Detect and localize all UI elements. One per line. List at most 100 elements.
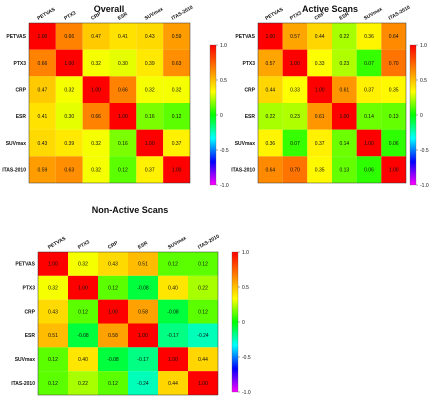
cell-value: -0.17: [137, 357, 149, 363]
cell-value: 0.22: [198, 286, 208, 292]
cell-value: 0.22: [339, 34, 349, 40]
cell-value: 1.00: [145, 141, 155, 147]
cell-value: 0.22: [78, 381, 88, 387]
heatmap-cell: [98, 347, 128, 372]
cell-value: 1.00: [38, 34, 48, 40]
cell-value: 0.32: [64, 87, 74, 93]
heatmap-cell: [82, 103, 110, 130]
cell-value: 0.32: [91, 167, 101, 173]
heatmap-cell: [98, 252, 128, 276]
cell-value: 0.12: [198, 309, 208, 315]
heatmap-cell: [55, 23, 83, 50]
cell-value: 0.06: [389, 141, 399, 147]
column-label: PETVAS: [36, 6, 57, 21]
heatmap-cell: [55, 103, 83, 130]
heatmap-cell: [38, 323, 68, 348]
colorbar-tick-label: 0: [242, 320, 245, 326]
heatmap-cell: [307, 23, 332, 50]
heatmap-cell: [109, 23, 137, 50]
heatmap-cell: [136, 156, 164, 183]
cell-value: 0.44: [198, 357, 208, 363]
cell-value: 0.47: [91, 34, 101, 40]
row-label: CRP: [15, 87, 26, 93]
heatmap-cell: [332, 76, 357, 103]
cell-value: -0.08: [167, 309, 179, 315]
cell-value: 0.12: [172, 114, 182, 120]
cell-value: 0.23: [339, 61, 349, 67]
heatmap-cell: [332, 129, 357, 157]
row-label: ITAS-2010: [11, 381, 35, 387]
cell-value: 1.00: [315, 87, 325, 93]
heatmap-cell: [188, 347, 218, 372]
cell-value: 0.37: [315, 141, 325, 147]
cell-value: 1.00: [290, 61, 300, 67]
cell-value: 1.00: [118, 114, 128, 120]
colorbar-tick-label: -0.5: [420, 148, 429, 154]
cell-value: 1.00: [172, 167, 182, 173]
colorbar: [209, 44, 217, 186]
cell-value: 0.30: [118, 61, 128, 67]
cell-value: 0.14: [364, 114, 374, 120]
heatmap-cell: [29, 103, 56, 130]
heatmap-cell: [109, 76, 137, 103]
cell-value: 0.33: [290, 87, 300, 93]
column-label: SUVmax: [363, 6, 384, 21]
cell-value: 0.37: [145, 167, 155, 173]
colorbar: [231, 251, 239, 393]
column-label: CRP: [90, 11, 103, 22]
heatmap-cell: [258, 156, 283, 183]
colorbar-tick-label: -1.0: [242, 390, 251, 396]
heatmap-cell: [258, 76, 283, 103]
cell-value: 0.40: [78, 357, 88, 363]
heatmap-cell: [381, 23, 406, 50]
row-label: PETVAS: [6, 34, 26, 40]
cell-value: 0.43: [145, 34, 155, 40]
heatmap-cell: [356, 49, 382, 77]
cell-value: -0.08: [77, 333, 89, 339]
heatmap-cell: [163, 76, 190, 103]
heatmap-cell: [128, 347, 158, 372]
heatmap-cell: [307, 129, 332, 157]
column-label: PTX3: [63, 10, 77, 22]
row-label: PTX3: [242, 61, 255, 67]
cell-value: 1.00: [138, 333, 148, 339]
cell-value: 0.64: [265, 167, 275, 173]
panel-title: Overall: [94, 4, 125, 14]
heatmap-cell: [136, 129, 164, 157]
heatmap-cell: [158, 252, 188, 276]
heatmap-cell: [98, 323, 128, 348]
colorbar-tick-label: 0.5: [420, 78, 427, 84]
heatmap-cell: [356, 76, 382, 103]
heatmap-cell: [163, 23, 190, 50]
cell-value: 0.32: [91, 61, 101, 67]
cell-value: 0.36: [364, 34, 374, 40]
heatmap-cell: [158, 275, 188, 300]
colorbar-tick-label: 1.0: [420, 43, 427, 49]
cell-value: 0.51: [138, 262, 148, 268]
heatmap-cell: [128, 275, 158, 300]
cell-value: 0.66: [64, 34, 74, 40]
cell-value: 0.70: [290, 167, 300, 173]
heatmap-cell: [356, 129, 382, 157]
column-label: ITAS-2010: [388, 5, 412, 22]
heatmap-cell: [68, 371, 98, 395]
cell-value: -0.17: [167, 333, 179, 339]
column-label: PTX3: [77, 239, 91, 251]
heatmap-cell: [158, 371, 188, 395]
cell-value: 0.12: [118, 167, 128, 173]
heatmap-cell: [98, 299, 128, 324]
cell-value: 1.00: [364, 141, 374, 147]
column-label: SUVmax: [144, 6, 165, 21]
heatmap-cell: [258, 129, 283, 157]
column-label: SUVmax: [167, 235, 188, 250]
cell-value: 0.44: [315, 34, 325, 40]
heatmap-cell: [55, 49, 83, 77]
heatmap-cell: [163, 103, 190, 130]
cell-value: 0.57: [265, 61, 275, 67]
heatmap-cell: [109, 103, 137, 130]
cell-value: 0.43: [38, 141, 48, 147]
cell-value: 0.37: [364, 87, 374, 93]
